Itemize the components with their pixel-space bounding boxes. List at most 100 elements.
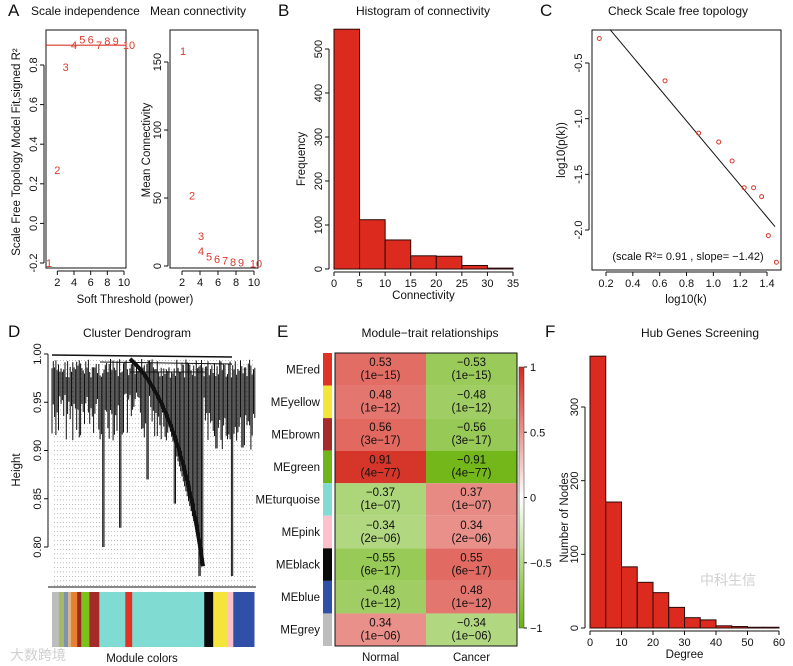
grid-dot xyxy=(216,463,217,465)
grid-dot xyxy=(60,378,61,379)
grid-dot xyxy=(120,432,121,433)
grid-dot xyxy=(228,540,229,541)
grid-dot xyxy=(234,495,235,496)
grid-dot xyxy=(177,508,178,510)
grid-dot xyxy=(120,409,121,411)
grid-dot xyxy=(207,459,208,460)
grid-dot xyxy=(129,391,130,393)
grid-dot xyxy=(66,585,67,586)
grid-dot xyxy=(186,513,187,514)
grid-dot xyxy=(162,585,163,586)
grid-dot xyxy=(99,468,100,469)
grid-dot xyxy=(171,540,172,541)
grid-dot xyxy=(219,454,220,456)
grid-dot xyxy=(156,558,157,559)
panel-a-y-label: Scale Free Topology Model Fit,signed R² xyxy=(11,48,23,256)
grid-dot xyxy=(105,544,106,546)
grid-dot xyxy=(105,450,106,451)
grid-dot xyxy=(60,414,61,415)
grid-dot xyxy=(111,450,112,451)
grid-dot xyxy=(120,562,121,564)
grid-dot xyxy=(138,567,139,568)
grid-dot xyxy=(156,567,157,568)
grid-dot xyxy=(237,382,238,384)
grid-dot xyxy=(138,391,139,393)
grid-dot xyxy=(156,508,157,510)
grid-dot xyxy=(141,504,142,505)
grid-dot xyxy=(204,490,205,492)
panel-b-x-label: Connectivity xyxy=(392,290,455,302)
grid-dot xyxy=(105,540,106,541)
grid-dot xyxy=(135,409,136,411)
grid-dot xyxy=(93,535,94,537)
grid-dot xyxy=(162,508,163,510)
grid-dot xyxy=(60,504,61,505)
grid-dot xyxy=(153,544,154,546)
grid-dot xyxy=(54,553,55,555)
grid-dot xyxy=(81,526,82,528)
grid-dot xyxy=(150,423,151,424)
grid-dot xyxy=(243,369,244,370)
grid-dot xyxy=(171,463,172,465)
grid-dot xyxy=(84,531,85,532)
grid-dot xyxy=(237,405,238,406)
grid-dot xyxy=(96,490,97,492)
grid-dot xyxy=(135,585,136,586)
grid-dot xyxy=(156,427,157,429)
grid-dot xyxy=(198,360,199,361)
grid-dot xyxy=(210,445,211,447)
color-scale-bar xyxy=(518,366,525,629)
grid-dot xyxy=(159,504,160,505)
grid-dot xyxy=(93,585,94,586)
grid-dot xyxy=(207,576,208,577)
panel-f-x-tick-label: 60 xyxy=(773,637,785,649)
grid-dot xyxy=(63,576,64,577)
grid-dot xyxy=(180,477,181,478)
grid-dot xyxy=(78,454,79,456)
grid-dot xyxy=(147,490,148,492)
grid-dot xyxy=(60,571,61,573)
grid-dot xyxy=(222,558,223,559)
grid-dot xyxy=(84,549,85,550)
grid-dot xyxy=(159,468,160,469)
grid-dot xyxy=(177,360,178,361)
grid-dot xyxy=(57,535,58,537)
grid-dot xyxy=(153,445,154,447)
grid-dot xyxy=(141,558,142,559)
grid-dot xyxy=(234,540,235,541)
grid-dot xyxy=(207,549,208,550)
grid-dot xyxy=(171,481,172,483)
grid-dot xyxy=(96,427,97,429)
grid-dot xyxy=(153,486,154,487)
grid-dot xyxy=(105,477,106,478)
grid-dot xyxy=(210,495,211,496)
grid-dot xyxy=(183,481,184,483)
grid-dot xyxy=(219,445,220,447)
grid-dot xyxy=(84,445,85,447)
grid-dot xyxy=(165,486,166,487)
grid-dot xyxy=(222,562,223,564)
grid-dot xyxy=(75,369,76,370)
grid-dot xyxy=(243,544,244,546)
grid-dot xyxy=(225,445,226,447)
grid-dot xyxy=(162,369,163,370)
grid-dot xyxy=(120,486,121,487)
grid-dot xyxy=(177,535,178,537)
grid-dot xyxy=(165,463,166,465)
grid-dot xyxy=(153,423,154,424)
grid-dot xyxy=(72,477,73,478)
panel-a-x-tick-label: 4 xyxy=(71,277,77,289)
grid-dot xyxy=(114,445,115,447)
grid-dot xyxy=(174,562,175,564)
grid-dot xyxy=(111,360,112,361)
grid-dot xyxy=(105,504,106,505)
grid-dot xyxy=(60,517,61,519)
grid-dot xyxy=(252,522,253,523)
grid-dot xyxy=(57,580,58,582)
grid-dot xyxy=(102,562,103,564)
grid-dot xyxy=(156,414,157,415)
grid-dot xyxy=(60,427,61,429)
grid-dot xyxy=(138,360,139,361)
grid-dot xyxy=(204,459,205,460)
grid-dot xyxy=(198,387,199,388)
